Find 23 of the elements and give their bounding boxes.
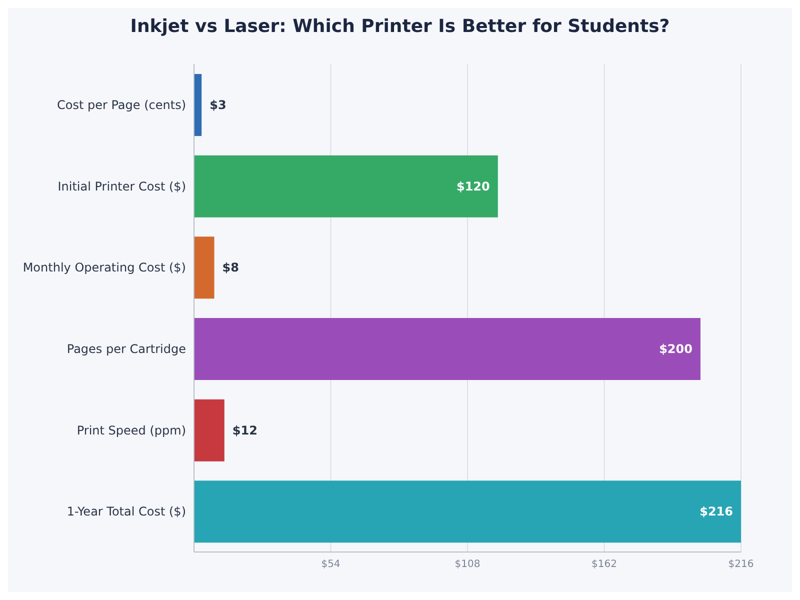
x-tick-label: $162 xyxy=(592,559,617,570)
data-label: $216 xyxy=(700,504,733,519)
data-label: $8 xyxy=(222,260,239,275)
bar xyxy=(194,155,498,218)
bar xyxy=(194,399,224,462)
x-tick-label: $216 xyxy=(728,559,754,570)
data-label: $120 xyxy=(456,179,490,194)
x-tick-label: $108 xyxy=(454,559,480,570)
x-tick-label: $54 xyxy=(321,559,340,570)
y-tick-label: Initial Printer Cost ($) xyxy=(58,179,186,194)
y-tick-label: Pages per Cartridge xyxy=(66,342,186,356)
bar xyxy=(194,74,202,136)
data-label: $200 xyxy=(659,342,692,356)
data-label: $12 xyxy=(232,423,258,438)
bar xyxy=(194,236,214,299)
y-tick-label: 1-Year Total Cost ($) xyxy=(66,504,186,519)
y-tick-label: Monthly Operating Cost ($) xyxy=(22,260,186,275)
y-tick-label: Cost per Page (cents) xyxy=(56,98,186,112)
chart-title: Inkjet vs Laser: Which Printer Is Better for Students? xyxy=(129,15,671,39)
bar xyxy=(194,318,700,380)
data-label: $3 xyxy=(210,98,226,112)
bar xyxy=(194,480,741,543)
y-tick-label: Print Speed (ppm) xyxy=(76,423,186,438)
